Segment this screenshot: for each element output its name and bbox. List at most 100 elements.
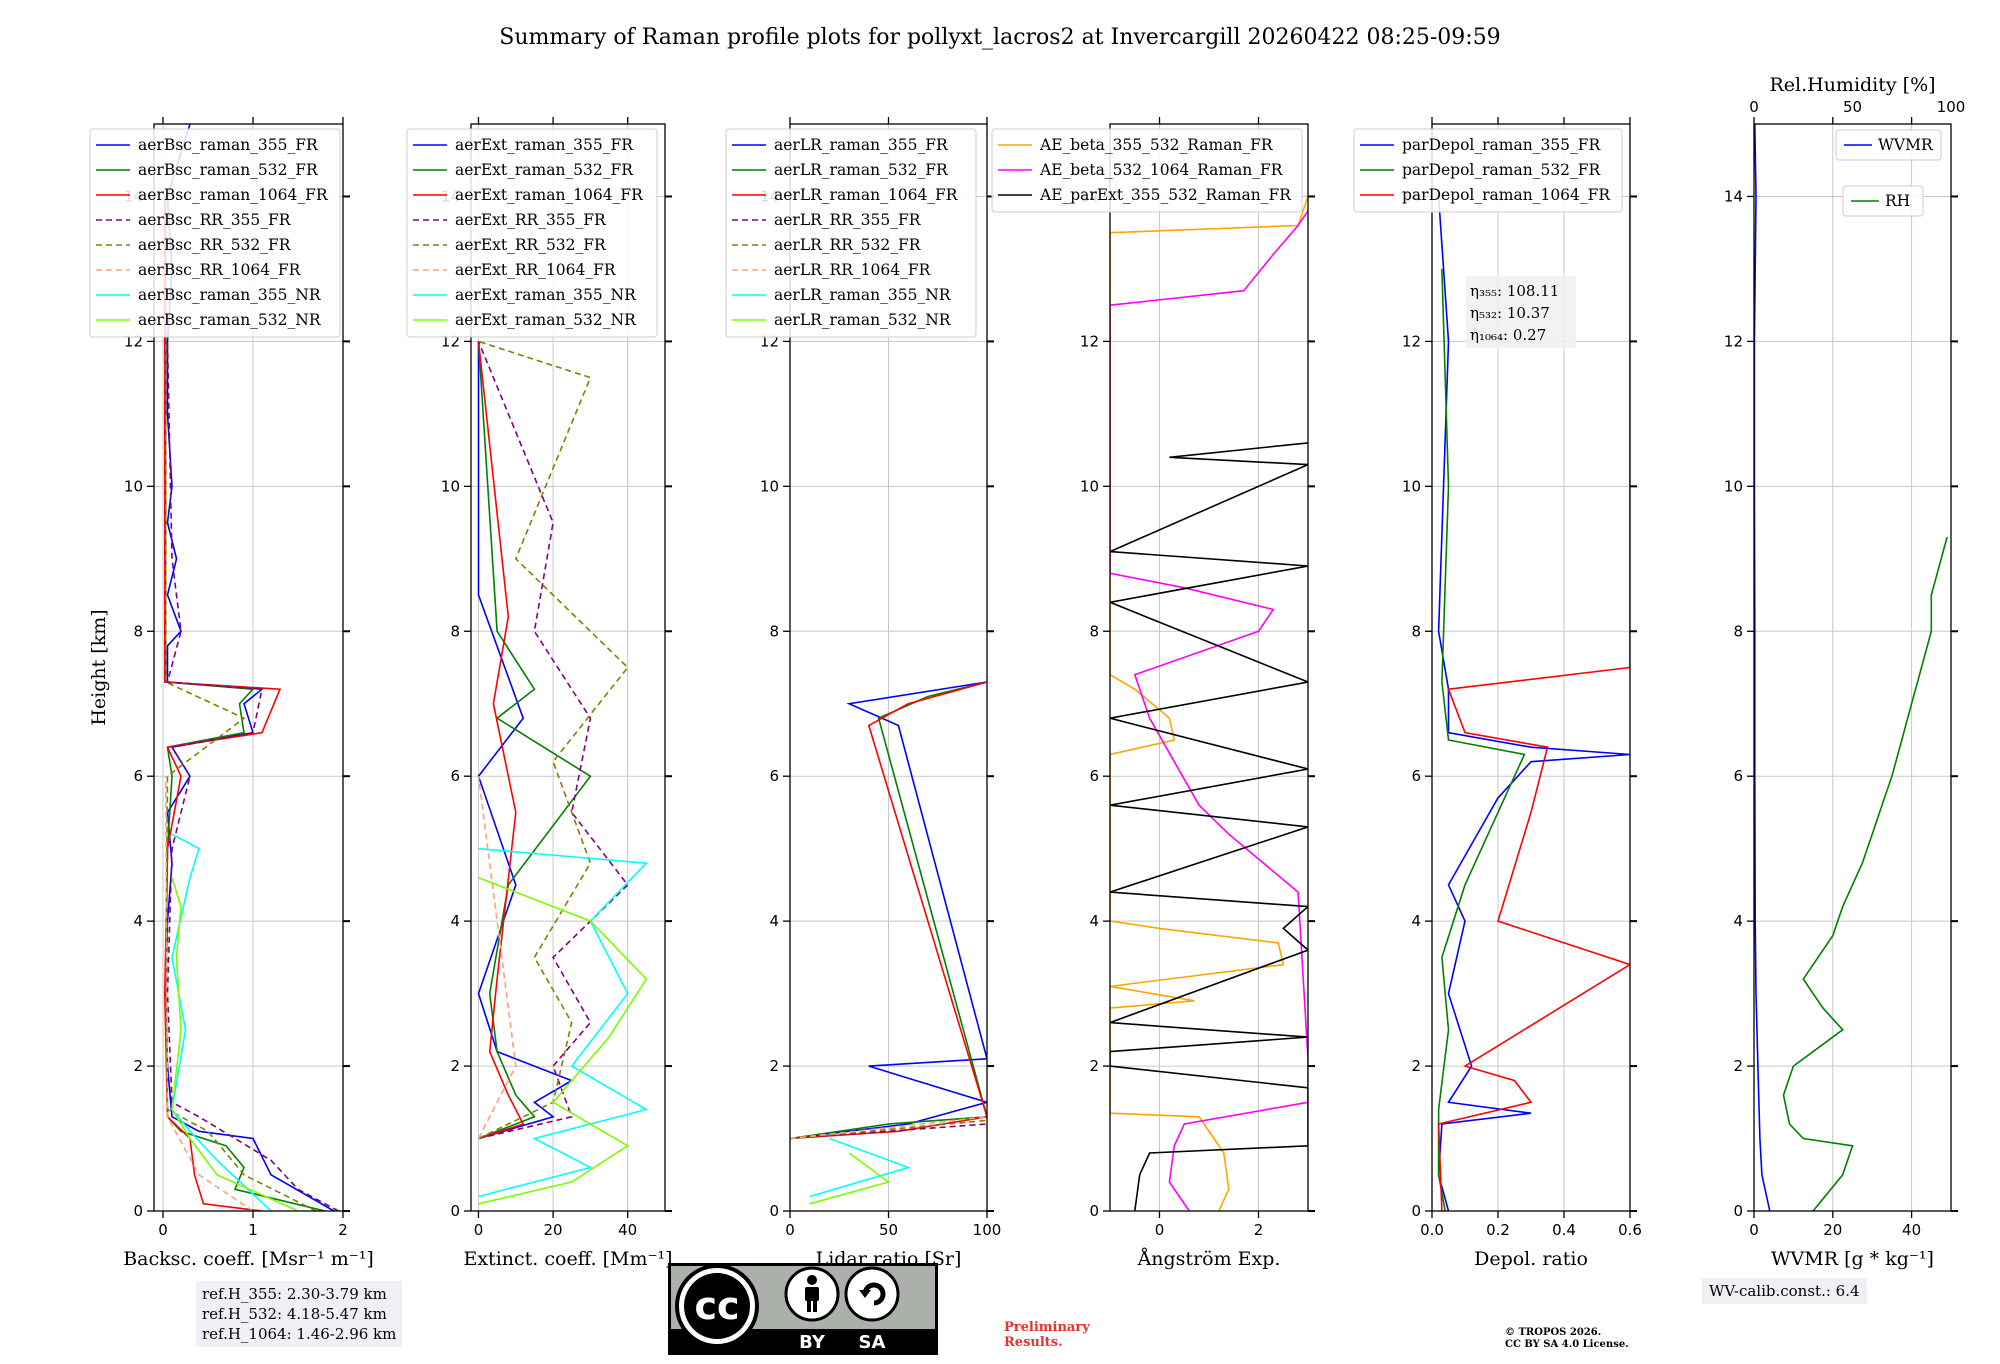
legend-label: aerExt_raman_532_FR	[455, 161, 634, 179]
x-tick-label: 0	[1749, 1221, 1759, 1239]
svg-text:SA: SA	[859, 1332, 886, 1353]
series-line-aerLR_raman_532_NR	[809, 1152, 891, 1205]
legend-label: parDepol_raman_532_FR	[1402, 161, 1602, 179]
legend-label: aerBsc_RR_532_FR	[138, 236, 292, 254]
legend-label: aerBsc_raman_532_NR	[138, 311, 322, 329]
figure-title: Summary of Raman profile plots for polly…	[499, 25, 1500, 50]
y-tick-label: 10	[1080, 477, 1099, 495]
legend-label: aerLR_RR_532_FR	[774, 236, 922, 254]
x-axis-label: Depol. ratio	[1474, 1248, 1588, 1270]
series-line-aerBsc_raman_355_NR	[171, 833, 272, 1211]
panel-ext: 0204002468101214Extinct. coeff. [Mm⁻¹]ae…	[406, 117, 673, 1270]
legend-label: AE_beta_355_532_Raman_FR	[1039, 136, 1274, 154]
y-tick-label: 0	[769, 1202, 779, 1220]
legend-label: aerExt_RR_532_FR	[455, 236, 607, 254]
y-tick-label: 0	[1733, 1202, 1743, 1220]
top-x-tick-label: 0	[1749, 98, 1759, 116]
legend-label: aerBsc_raman_355_NR	[138, 286, 322, 304]
svg-text:BY: BY	[799, 1332, 826, 1353]
y-tick-label: 8	[450, 622, 460, 640]
svg-text:cc: cc	[694, 1284, 739, 1328]
legend-label: aerExt_RR_355_FR	[455, 211, 607, 229]
legend-label: aerBsc_raman_532_FR	[138, 161, 319, 179]
axes-frame	[470, 123, 666, 1212]
panel-depol: 0.00.20.40.602468101214Depol. ratioparDe…	[1353, 117, 1642, 1270]
legend-label: aerLR_raman_1064_FR	[774, 186, 959, 204]
x-axis-label: WVMR [g * kg⁻¹]	[1771, 1248, 1934, 1270]
y-tick-label: 2	[133, 1057, 143, 1075]
y-tick-label: 6	[1733, 767, 1743, 785]
y-tick-label: 8	[769, 622, 779, 640]
ref-height-355: ref.H_355: 2.30-3.79 km	[202, 1285, 387, 1303]
legend-label: aerExt_raman_532_NR	[455, 311, 637, 329]
y-tick-label: 2	[1089, 1057, 1099, 1075]
x-axis-label: Backsc. coeff. [Msr⁻¹ m⁻¹]	[123, 1248, 374, 1270]
ref-height-532: ref.H_532: 4.18-5.47 km	[202, 1305, 387, 1323]
series-line-aerBsc_RR_1064_FR	[164, 776, 254, 1211]
legend-label: aerLR_RR_355_FR	[774, 211, 922, 229]
y-tick-label: 8	[1089, 622, 1099, 640]
series-line-aerLR_RR_1064_FR	[790, 1116, 987, 1140]
y-tick-label: 8	[1411, 622, 1421, 640]
series-line-AE_beta_355_532_Raman_FR	[1110, 196, 1308, 1211]
series-line-WVMR	[1754, 124, 1771, 1211]
y-tick-label: 4	[769, 912, 779, 930]
y-tick-label: 10	[1724, 477, 1743, 495]
series-line-aerBsc_RR_355_FR	[166, 341, 339, 1211]
series-line-aerExt_RR_532_FR	[478, 340, 629, 1140]
legend-label: aerExt_raman_355_NR	[455, 286, 637, 304]
legend-label: aerLR_raman_355_FR	[774, 136, 949, 154]
y-tick-label: 0	[450, 1202, 460, 1220]
y-tick-label: 10	[124, 477, 143, 495]
legend-label: aerLR_raman_355_NR	[774, 286, 952, 304]
series-line-RH	[1782, 536, 1948, 1211]
legend-label: AE_beta_532_1064_Raman_FR	[1039, 161, 1284, 179]
y-tick-label: 2	[769, 1057, 779, 1075]
series-line-aerExt_raman_532_NR	[478, 876, 648, 1205]
series-line-parDepol_raman_532_FR	[1437, 268, 1526, 1211]
series-line-parDepol_raman_1064_FR	[1437, 196, 1630, 1211]
legend-label: aerExt_RR_1064_FR	[455, 261, 617, 279]
y-tick-label: 6	[450, 767, 460, 785]
y-tick-label: 4	[1089, 912, 1099, 930]
x-tick-label: 0	[158, 1221, 168, 1239]
y-tick-label: 10	[1402, 477, 1421, 495]
legend-ext: aerExt_raman_355_FR aerExt_raman_532_FRae…	[406, 128, 658, 338]
y-tick-label: 2	[1733, 1057, 1743, 1075]
panel-ae: 0202468101214Ångström Exp.AE_beta_355_53…	[991, 117, 1315, 1270]
x-axis-label: Extinct. coeff. [Mm⁻¹]	[463, 1248, 672, 1270]
copyright-note: © TROPOS 2026. CC BY SA 4.0 License.	[1505, 1327, 1629, 1350]
series-line-AE_beta_532_1064_Raman_FR	[1110, 210, 1308, 1211]
x-tick-label: 40	[618, 1221, 637, 1239]
wv-calib-const: WV-calib.const.: 6.4	[1709, 1282, 1860, 1300]
legend-label: RH	[1885, 192, 1910, 210]
panel-bsc: 01202468101214Backsc. coeff. [Msr⁻¹ m⁻¹]…	[88, 117, 374, 1270]
panel-lr: 05010002468101214Lidar ratio [Sr]aerLR_r…	[725, 117, 1002, 1270]
y-axis-label: Height [km]	[88, 609, 110, 725]
cc-by-sa-logo: cc BY SA	[668, 1263, 938, 1355]
series-line-aerExt_RR_355_FR	[477, 341, 629, 1140]
y-tick-label: 4	[133, 912, 143, 930]
y-tick-label: 0	[1089, 1202, 1099, 1220]
x-axis-label: Ångström Exp.	[1137, 1248, 1281, 1270]
legend-label: parDepol_raman_1064_FR	[1402, 186, 1611, 204]
preliminary-results-note: Preliminary Results.	[1004, 1320, 1090, 1350]
y-tick-label: 10	[441, 477, 460, 495]
eta-label: η₃₅₅: 108.11	[1470, 282, 1559, 300]
series-line-aerBsc_raman_532_NR	[171, 877, 299, 1211]
x-tick-label: 0	[785, 1221, 795, 1239]
series-line-aerBsc_raman_532_FR	[164, 196, 326, 1211]
legend-lr: aerLR_raman_355_FR aerLR_raman_532_FR aerL…	[725, 128, 977, 338]
y-tick-label: 12	[1724, 332, 1743, 350]
x-tick-label: 2	[1254, 1221, 1264, 1239]
legend-label: aerBsc_RR_355_FR	[138, 211, 292, 229]
y-tick-label: 8	[133, 622, 143, 640]
y-tick-label: 6	[769, 767, 779, 785]
legend-label: WVMR	[1878, 136, 1934, 154]
x-tick-label: 100	[973, 1221, 1002, 1239]
legend-label: aerBsc_raman_1064_FR	[138, 186, 329, 204]
y-tick-label: 14	[1724, 187, 1743, 205]
x-tick-label: 0	[474, 1221, 484, 1239]
eta-box	[1466, 276, 1576, 348]
